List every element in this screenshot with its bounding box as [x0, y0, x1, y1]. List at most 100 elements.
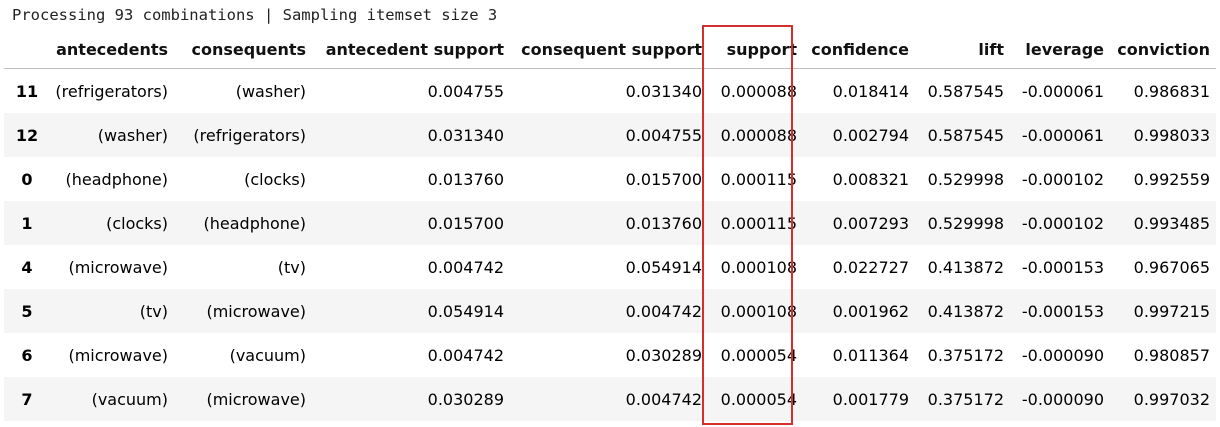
- conviction-cell: 0.980857: [1133, 345, 1210, 365]
- column-header-consequent-support: consequent support: [510, 30, 708, 69]
- row-index: 5: [21, 301, 33, 321]
- confidence-cell: 0.018414: [832, 81, 909, 101]
- confidence-cell: 0.001779: [832, 389, 909, 409]
- confidence-cell: 0.022727: [832, 257, 909, 277]
- antecedents-cell: (clocks): [106, 213, 168, 233]
- table-row: 11 (refrigerators) (washer) 0.004755 0.03134…: [4, 69, 1216, 114]
- antecedents-cell: (tv): [139, 301, 168, 321]
- antecedent-support-cell: 0.004742: [427, 257, 504, 277]
- column-header-confidence: confidence: [803, 30, 915, 69]
- antecedents-cell: (headphone): [65, 169, 169, 189]
- support-cell: 0.000108: [720, 257, 797, 277]
- antecedent-support-cell: 0.004755: [427, 81, 504, 101]
- consequents-cell: (headphone): [203, 213, 307, 233]
- column-header-lift: lift: [915, 30, 1010, 69]
- table-row: 4 (microwave) (tv) 0.004742 0.054914 0.000108…: [4, 245, 1216, 289]
- confidence-cell: 0.007293: [832, 213, 909, 233]
- support-cell: 0.000088: [720, 81, 797, 101]
- consequents-cell: (refrigerators): [193, 125, 306, 145]
- consequents-cell: (microwave): [206, 301, 306, 321]
- consequent-support-cell: 0.004742: [625, 389, 702, 409]
- conviction-cell: 0.992559: [1133, 169, 1210, 189]
- lift-cell: 0.529998: [927, 169, 1004, 189]
- leverage-cell: -0.000061: [1021, 125, 1104, 145]
- conviction-cell: 0.998033: [1133, 125, 1210, 145]
- consequent-support-cell: 0.030289: [625, 345, 702, 365]
- support-cell: 0.000108: [720, 301, 797, 321]
- column-header-leverage: leverage: [1010, 30, 1110, 69]
- lift-cell: 0.529998: [927, 213, 1004, 233]
- antecedents-cell: (microwave): [68, 257, 168, 277]
- leverage-cell: -0.000102: [1021, 169, 1104, 189]
- index-header: [4, 30, 50, 69]
- support-cell: 0.000054: [720, 345, 797, 365]
- support-cell: 0.000115: [720, 169, 797, 189]
- row-index: 6: [21, 345, 33, 365]
- consequent-support-cell: 0.015700: [625, 169, 702, 189]
- support-cell: 0.000088: [720, 125, 797, 145]
- table-row: 0 (headphone) (clocks) 0.013760 0.015700 0.00…: [4, 157, 1216, 201]
- table-header-row: antecedents consequents antecedent suppo…: [4, 30, 1216, 69]
- table-row: 12 (washer) (refrigerators) 0.031340 0.00475…: [4, 113, 1216, 157]
- row-index: 7: [21, 389, 33, 409]
- row-index: 0: [21, 169, 33, 189]
- leverage-cell: -0.000153: [1021, 257, 1104, 277]
- antecedent-support-cell: 0.004742: [427, 345, 504, 365]
- support-cell: 0.000054: [720, 389, 797, 409]
- antecedents-cell: (microwave): [68, 345, 168, 365]
- column-header-support: support: [708, 30, 803, 69]
- consequent-support-cell: 0.004755: [625, 125, 702, 145]
- lift-cell: 0.375172: [927, 389, 1004, 409]
- antecedent-support-cell: 0.031340: [427, 125, 504, 145]
- conviction-cell: 0.993485: [1133, 213, 1210, 233]
- column-header-antecedent-support: antecedent support: [312, 30, 510, 69]
- consequent-support-cell: 0.013760: [625, 213, 702, 233]
- row-index: 4: [21, 257, 33, 277]
- row-index: 11: [15, 81, 39, 101]
- row-index: 12: [15, 125, 39, 145]
- consequents-cell: (washer): [235, 81, 306, 101]
- consequent-support-cell: 0.031340: [625, 81, 702, 101]
- antecedents-cell: (vacuum): [91, 389, 168, 409]
- antecedents-cell: (washer): [97, 125, 168, 145]
- antecedent-support-cell: 0.054914: [427, 301, 504, 321]
- leverage-cell: -0.000061: [1021, 81, 1104, 101]
- table-row: 1 (clocks) (headphone) 0.015700 0.013760 0.00…: [4, 201, 1216, 245]
- antecedents-cell: (refrigerators): [55, 81, 168, 101]
- conviction-cell: 0.986831: [1133, 81, 1210, 101]
- lift-cell: 0.413872: [927, 257, 1004, 277]
- antecedent-support-cell: 0.030289: [427, 389, 504, 409]
- table-row: 7 (vacuum) (microwave) 0.030289 0.004742 0.00…: [4, 377, 1216, 421]
- table-row: 5 (tv) (microwave) 0.054914 0.004742 0.000108…: [4, 289, 1216, 333]
- conviction-cell: 0.997032: [1133, 389, 1210, 409]
- confidence-cell: 0.008321: [832, 169, 909, 189]
- conviction-cell: 0.967065: [1133, 257, 1210, 277]
- lift-cell: 0.413872: [927, 301, 1004, 321]
- consequent-support-cell: 0.054914: [625, 257, 702, 277]
- confidence-cell: 0.011364: [832, 345, 909, 365]
- antecedent-support-cell: 0.013760: [427, 169, 504, 189]
- leverage-cell: -0.000090: [1021, 345, 1104, 365]
- consequent-support-cell: 0.004742: [625, 301, 702, 321]
- column-header-antecedents: antecedents: [50, 30, 174, 69]
- lift-cell: 0.587545: [927, 81, 1004, 101]
- consequents-cell: (tv): [277, 257, 306, 277]
- consequents-cell: (clocks): [244, 169, 306, 189]
- leverage-cell: -0.000102: [1021, 213, 1104, 233]
- consequents-cell: (microwave): [206, 389, 306, 409]
- status-line: Processing 93 combinations | Sampling it…: [12, 6, 498, 24]
- conviction-cell: 0.997215: [1133, 301, 1210, 321]
- row-index: 1: [21, 213, 33, 233]
- antecedent-support-cell: 0.015700: [427, 213, 504, 233]
- leverage-cell: -0.000153: [1021, 301, 1104, 321]
- column-header-conviction: conviction: [1110, 30, 1216, 69]
- confidence-cell: 0.002794: [832, 125, 909, 145]
- confidence-cell: 0.001962: [832, 301, 909, 321]
- table-row: 6 (microwave) (vacuum) 0.004742 0.030289 0.00…: [4, 333, 1216, 377]
- leverage-cell: -0.000090: [1021, 389, 1104, 409]
- lift-cell: 0.587545: [927, 125, 1004, 145]
- consequents-cell: (vacuum): [229, 345, 306, 365]
- lift-cell: 0.375172: [927, 345, 1004, 365]
- column-header-consequents: consequents: [174, 30, 312, 69]
- support-cell: 0.000115: [720, 213, 797, 233]
